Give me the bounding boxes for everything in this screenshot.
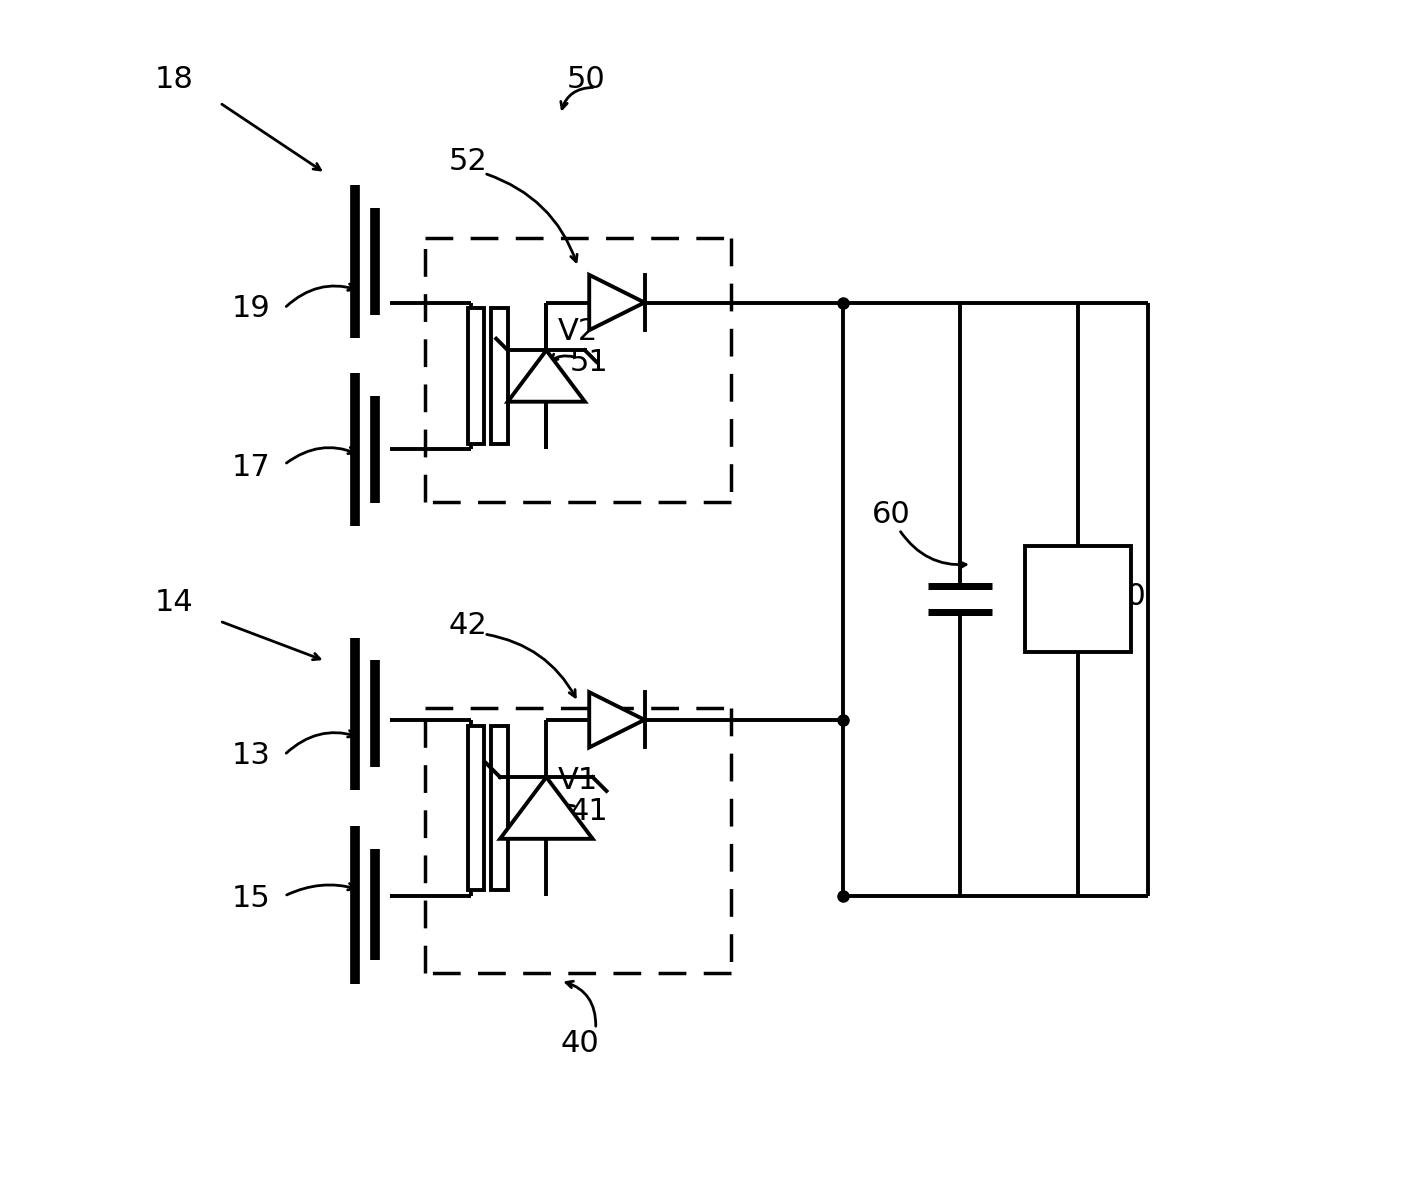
Bar bbox=[1024, 547, 1131, 652]
Text: V1: V1 bbox=[558, 766, 598, 796]
Text: 70: 70 bbox=[1107, 582, 1146, 611]
Text: 13: 13 bbox=[231, 740, 271, 770]
Bar bbox=[467, 308, 484, 444]
Polygon shape bbox=[508, 351, 585, 402]
Text: 52: 52 bbox=[449, 146, 487, 176]
Text: 60: 60 bbox=[871, 500, 911, 529]
Text: 41: 41 bbox=[570, 797, 609, 826]
Text: 19: 19 bbox=[231, 294, 269, 322]
Text: 17: 17 bbox=[231, 452, 269, 482]
Text: V2: V2 bbox=[558, 318, 598, 346]
Text: 42: 42 bbox=[449, 612, 487, 640]
Bar bbox=[491, 308, 508, 444]
Text: 50: 50 bbox=[567, 65, 605, 93]
Polygon shape bbox=[589, 692, 644, 748]
Polygon shape bbox=[589, 275, 644, 331]
Text: 15: 15 bbox=[231, 883, 269, 913]
Text: 51: 51 bbox=[570, 348, 609, 377]
Text: 40: 40 bbox=[560, 1029, 599, 1057]
Text: 18: 18 bbox=[154, 65, 194, 93]
Text: 14: 14 bbox=[154, 588, 194, 616]
Bar bbox=[467, 725, 484, 890]
Polygon shape bbox=[499, 777, 592, 839]
Bar bbox=[491, 725, 508, 890]
